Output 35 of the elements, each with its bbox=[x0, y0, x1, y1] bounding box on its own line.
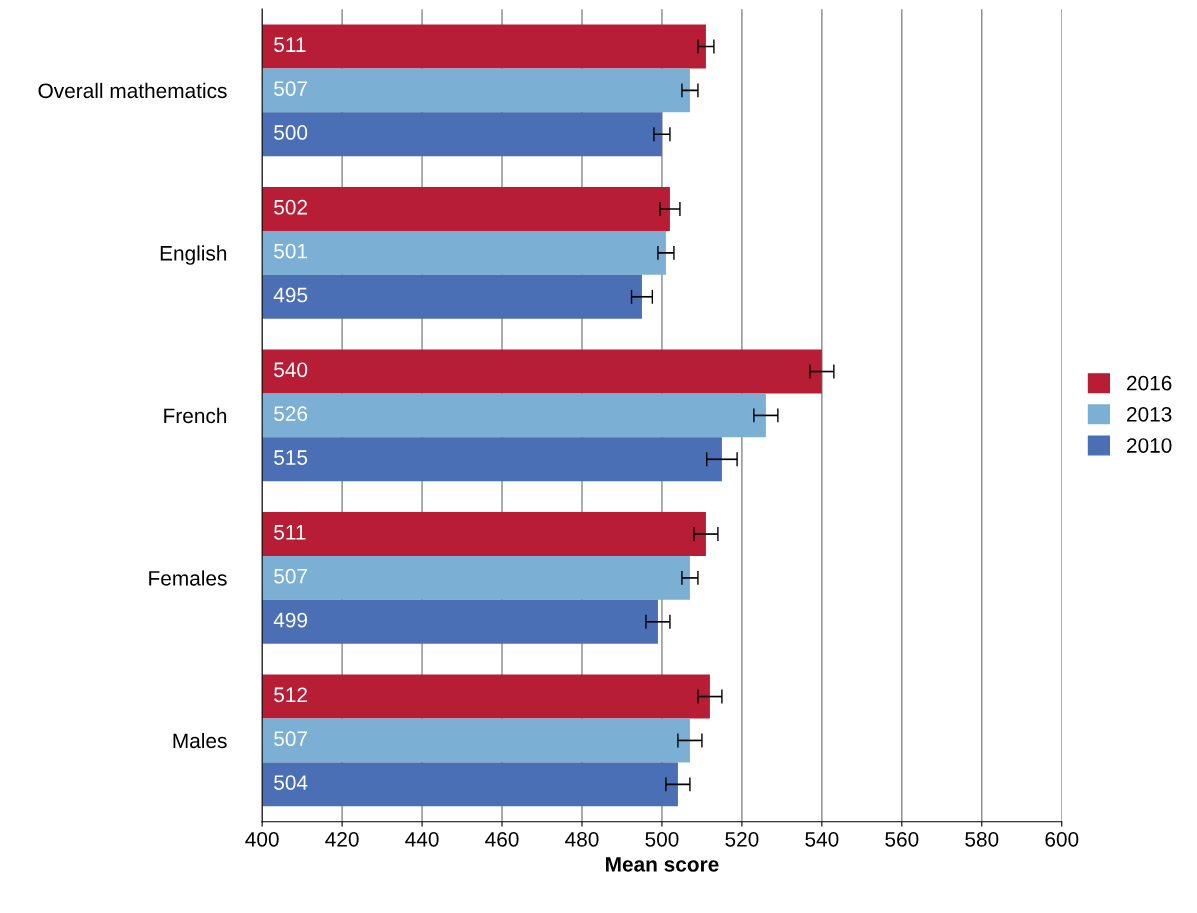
y-tick-label: French bbox=[164, 407, 227, 424]
x-tick-label: 420 bbox=[325, 831, 359, 847]
x-tick-label: 480 bbox=[565, 831, 599, 847]
data-label: 540 bbox=[274, 362, 308, 378]
x-tick-label: 560 bbox=[885, 831, 919, 847]
data-label: 515 bbox=[274, 450, 308, 465]
data-label: 500 bbox=[274, 125, 308, 140]
data-label: 502 bbox=[274, 199, 307, 215]
x-tick-label: 580 bbox=[965, 831, 999, 847]
data-label: 507 bbox=[274, 81, 307, 96]
data-label: 495 bbox=[273, 287, 308, 303]
y-tick-label: Overall mathematics bbox=[38, 82, 227, 99]
y-tick-label: Females bbox=[149, 570, 227, 586]
data-label: 512 bbox=[274, 687, 307, 703]
legend-label: 2010 bbox=[1127, 438, 1172, 453]
data-label: 526 bbox=[274, 406, 308, 422]
x-tick-label: 600 bbox=[1045, 831, 1079, 847]
data-label: 511 bbox=[274, 37, 306, 53]
x-tick-label: 460 bbox=[485, 831, 519, 847]
data-label: 507 bbox=[274, 568, 307, 584]
y-tick-label: English bbox=[160, 245, 227, 265]
legend-label: 2013 bbox=[1127, 406, 1172, 422]
legend-label: 2016 bbox=[1127, 375, 1172, 391]
x-tick-label: 440 bbox=[405, 831, 439, 847]
data-label: 501 bbox=[274, 243, 307, 259]
data-label: 504 bbox=[274, 775, 308, 790]
data-label: 499 bbox=[273, 612, 308, 628]
x-tick-label: 500 bbox=[645, 831, 679, 847]
data-label: 507 bbox=[274, 731, 307, 747]
x-tick-label: 400 bbox=[245, 831, 279, 847]
x-tick-label: 540 bbox=[805, 831, 839, 847]
data-label: 511 bbox=[274, 525, 306, 540]
x-axis-title: Mean score bbox=[606, 857, 719, 872]
y-tick-label: Males bbox=[173, 732, 227, 749]
x-tick-label: 520 bbox=[725, 831, 759, 847]
